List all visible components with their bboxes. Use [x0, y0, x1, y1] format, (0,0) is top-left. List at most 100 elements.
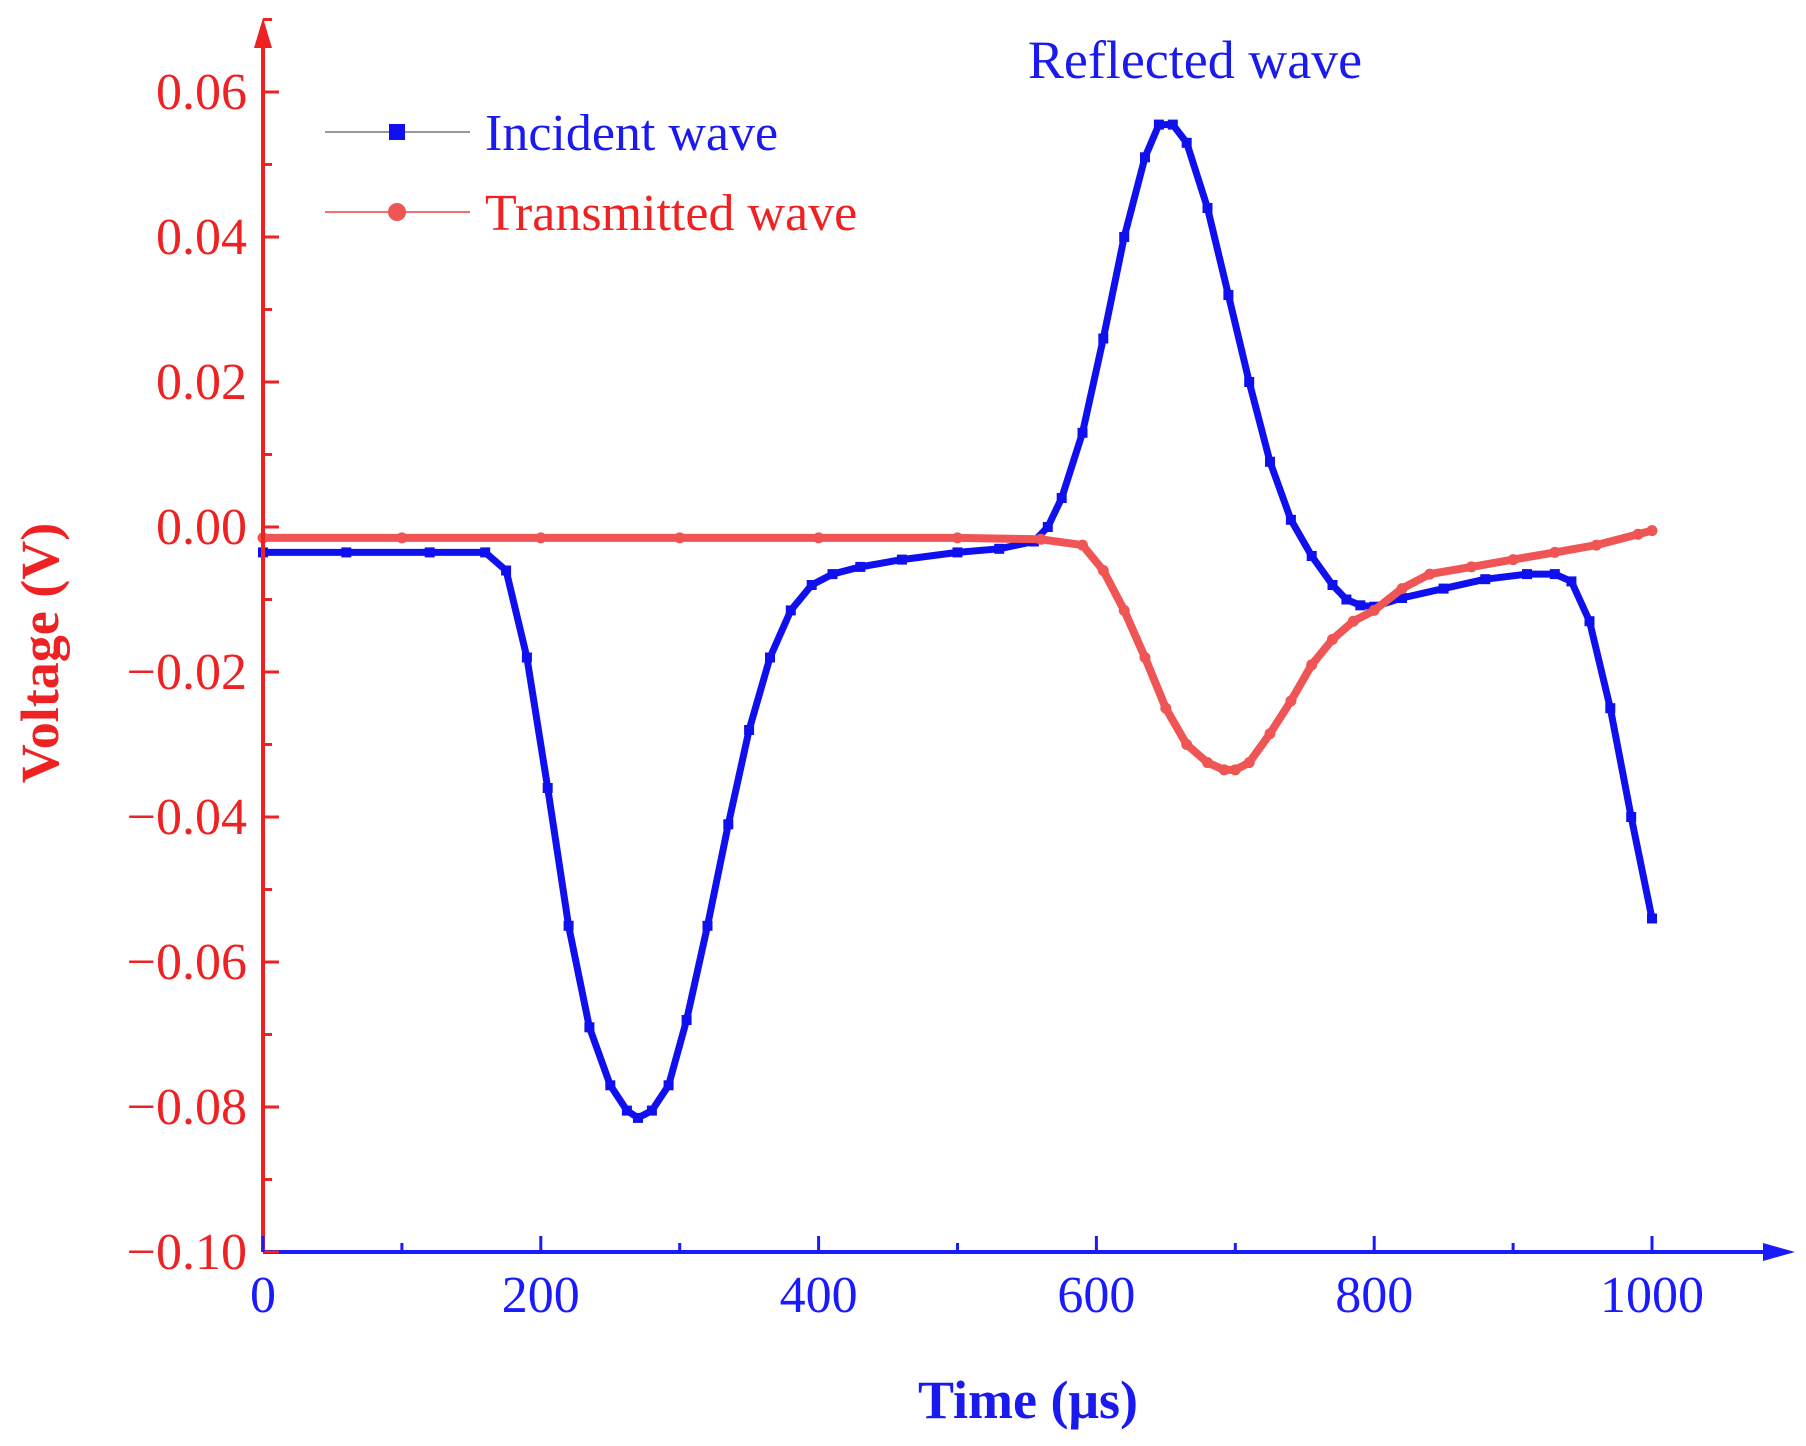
data-point-incident: [521, 652, 532, 663]
y-tick-label: 0.06: [156, 64, 247, 121]
y-tick-label: 0.02: [156, 354, 247, 411]
data-point-incident: [1397, 593, 1407, 603]
data-point-incident: [1341, 594, 1352, 605]
data-point-transmitted: [1264, 728, 1276, 740]
data-point-incident: [1098, 333, 1109, 344]
data-point-transmitted: [1306, 659, 1318, 671]
data-point-transmitted: [1035, 533, 1047, 545]
data-point-incident: [723, 819, 734, 830]
x-tick-label: 400: [780, 1267, 858, 1324]
legend: Incident wave Transmitted wave: [325, 105, 857, 242]
data-point-transmitted: [396, 532, 408, 544]
data-point-transmitted: [1202, 757, 1213, 769]
data-point-incident: [1549, 569, 1560, 580]
data-point-transmitted: [1549, 546, 1561, 558]
data-point-incident: [1056, 493, 1067, 503]
x-tick-label: 600: [1057, 1267, 1135, 1324]
data-point-transmitted: [1327, 633, 1338, 645]
y-tick-label: −0.04: [127, 789, 247, 846]
data-point-transmitted: [1077, 539, 1088, 551]
y-tick-label: −0.02: [127, 644, 247, 701]
data-point-transmitted: [1118, 604, 1130, 616]
y-tick-label: 0.00: [156, 499, 247, 556]
data-point-incident: [1202, 203, 1213, 213]
data-point-incident: [1605, 703, 1616, 714]
data-point-incident: [1647, 913, 1657, 924]
data-point-incident: [765, 652, 775, 663]
data-point-incident: [1077, 427, 1088, 438]
y-axis-arrow: [254, 18, 272, 48]
data-point-incident: [952, 547, 963, 558]
data-point-transmitted: [1160, 702, 1172, 714]
data-point-incident: [1438, 583, 1449, 594]
data-point-incident: [1306, 551, 1317, 561]
data-point-incident: [621, 1105, 632, 1116]
x-axis-title: Time (μs): [918, 1370, 1138, 1430]
data-point-transmitted: [1181, 739, 1193, 750]
data-point-incident: [1522, 569, 1532, 580]
legend-marker-incident: [389, 124, 405, 140]
y-tick-label: −0.10: [127, 1224, 247, 1281]
data-point-transmitted: [1424, 568, 1436, 580]
data-point-transmitted: [1243, 757, 1255, 769]
data-point-incident: [1167, 119, 1178, 130]
data-point-incident: [1566, 576, 1577, 587]
x-axis-arrow: [1763, 1243, 1795, 1261]
series-line-incident: [259, 121, 1656, 1122]
annotation-reflected-wave: Reflected wave: [1028, 30, 1362, 90]
data-point-incident: [563, 920, 574, 931]
data-point-incident: [1265, 456, 1275, 467]
data-point-incident: [542, 783, 553, 793]
data-point-incident: [480, 547, 491, 558]
y-tick-label: −0.08: [127, 1079, 247, 1136]
data-point-incident: [1626, 812, 1637, 822]
data-point-incident: [1285, 514, 1296, 525]
data-point-incident: [702, 920, 713, 931]
data-point-incident: [663, 1080, 674, 1091]
data-point-incident: [806, 580, 817, 590]
data-point-incident: [785, 605, 796, 616]
axes-layer: −0.10 −0.08 −0.06 −0.04 −0.02 0.00 0.02 0.04 0.0…: [127, 18, 1795, 1324]
data-point-incident: [605, 1080, 616, 1091]
data-point-incident: [1480, 574, 1491, 585]
data-point-transmitted: [1632, 528, 1644, 540]
legend-label-transmitted: Transmitted wave: [485, 185, 857, 242]
data-point-transmitted: [1218, 764, 1230, 776]
y-tick-label: −0.06: [127, 934, 247, 991]
data-point-incident: [1140, 152, 1150, 163]
data-point-incident: [341, 547, 352, 558]
data-point-incident: [1042, 522, 1053, 532]
data-point-incident: [994, 543, 1005, 554]
data-point-transmitted: [1465, 561, 1477, 573]
data-point-incident: [1327, 580, 1338, 590]
data-point-transmitted: [1646, 525, 1658, 537]
data-point-incident: [681, 1015, 692, 1025]
data-point-transmitted: [1507, 554, 1519, 566]
data-point-transmitted: [1139, 652, 1151, 663]
data-point-transmitted: [674, 532, 686, 544]
data-point-transmitted: [813, 532, 825, 544]
data-point-incident: [584, 1022, 595, 1033]
legend-marker-transmitted: [388, 203, 406, 221]
data-point-incident: [744, 725, 755, 735]
data-point-transmitted: [1097, 565, 1109, 576]
legend-label-incident: Incident wave: [485, 105, 778, 162]
data-point-incident: [1223, 290, 1234, 300]
x-tick-label: 1000: [1600, 1267, 1704, 1324]
data-point-incident: [1244, 377, 1255, 387]
data-point-transmitted: [1396, 583, 1408, 595]
data-point-transmitted: [952, 532, 963, 544]
data-point-transmitted: [1368, 604, 1380, 616]
data-point-incident: [1355, 600, 1366, 611]
data-point-incident: [827, 569, 838, 580]
data-point-transmitted: [1347, 615, 1359, 627]
x-tick-label: 200: [502, 1267, 580, 1324]
data-point-incident: [1584, 616, 1595, 627]
data-point-incident: [896, 554, 907, 565]
y-axis-title: Voltage (V): [10, 523, 70, 783]
data-point-incident: [646, 1105, 657, 1116]
data-point-transmitted: [1590, 539, 1602, 551]
data-point-transmitted: [1229, 764, 1241, 776]
data-point-incident: [1119, 232, 1130, 242]
